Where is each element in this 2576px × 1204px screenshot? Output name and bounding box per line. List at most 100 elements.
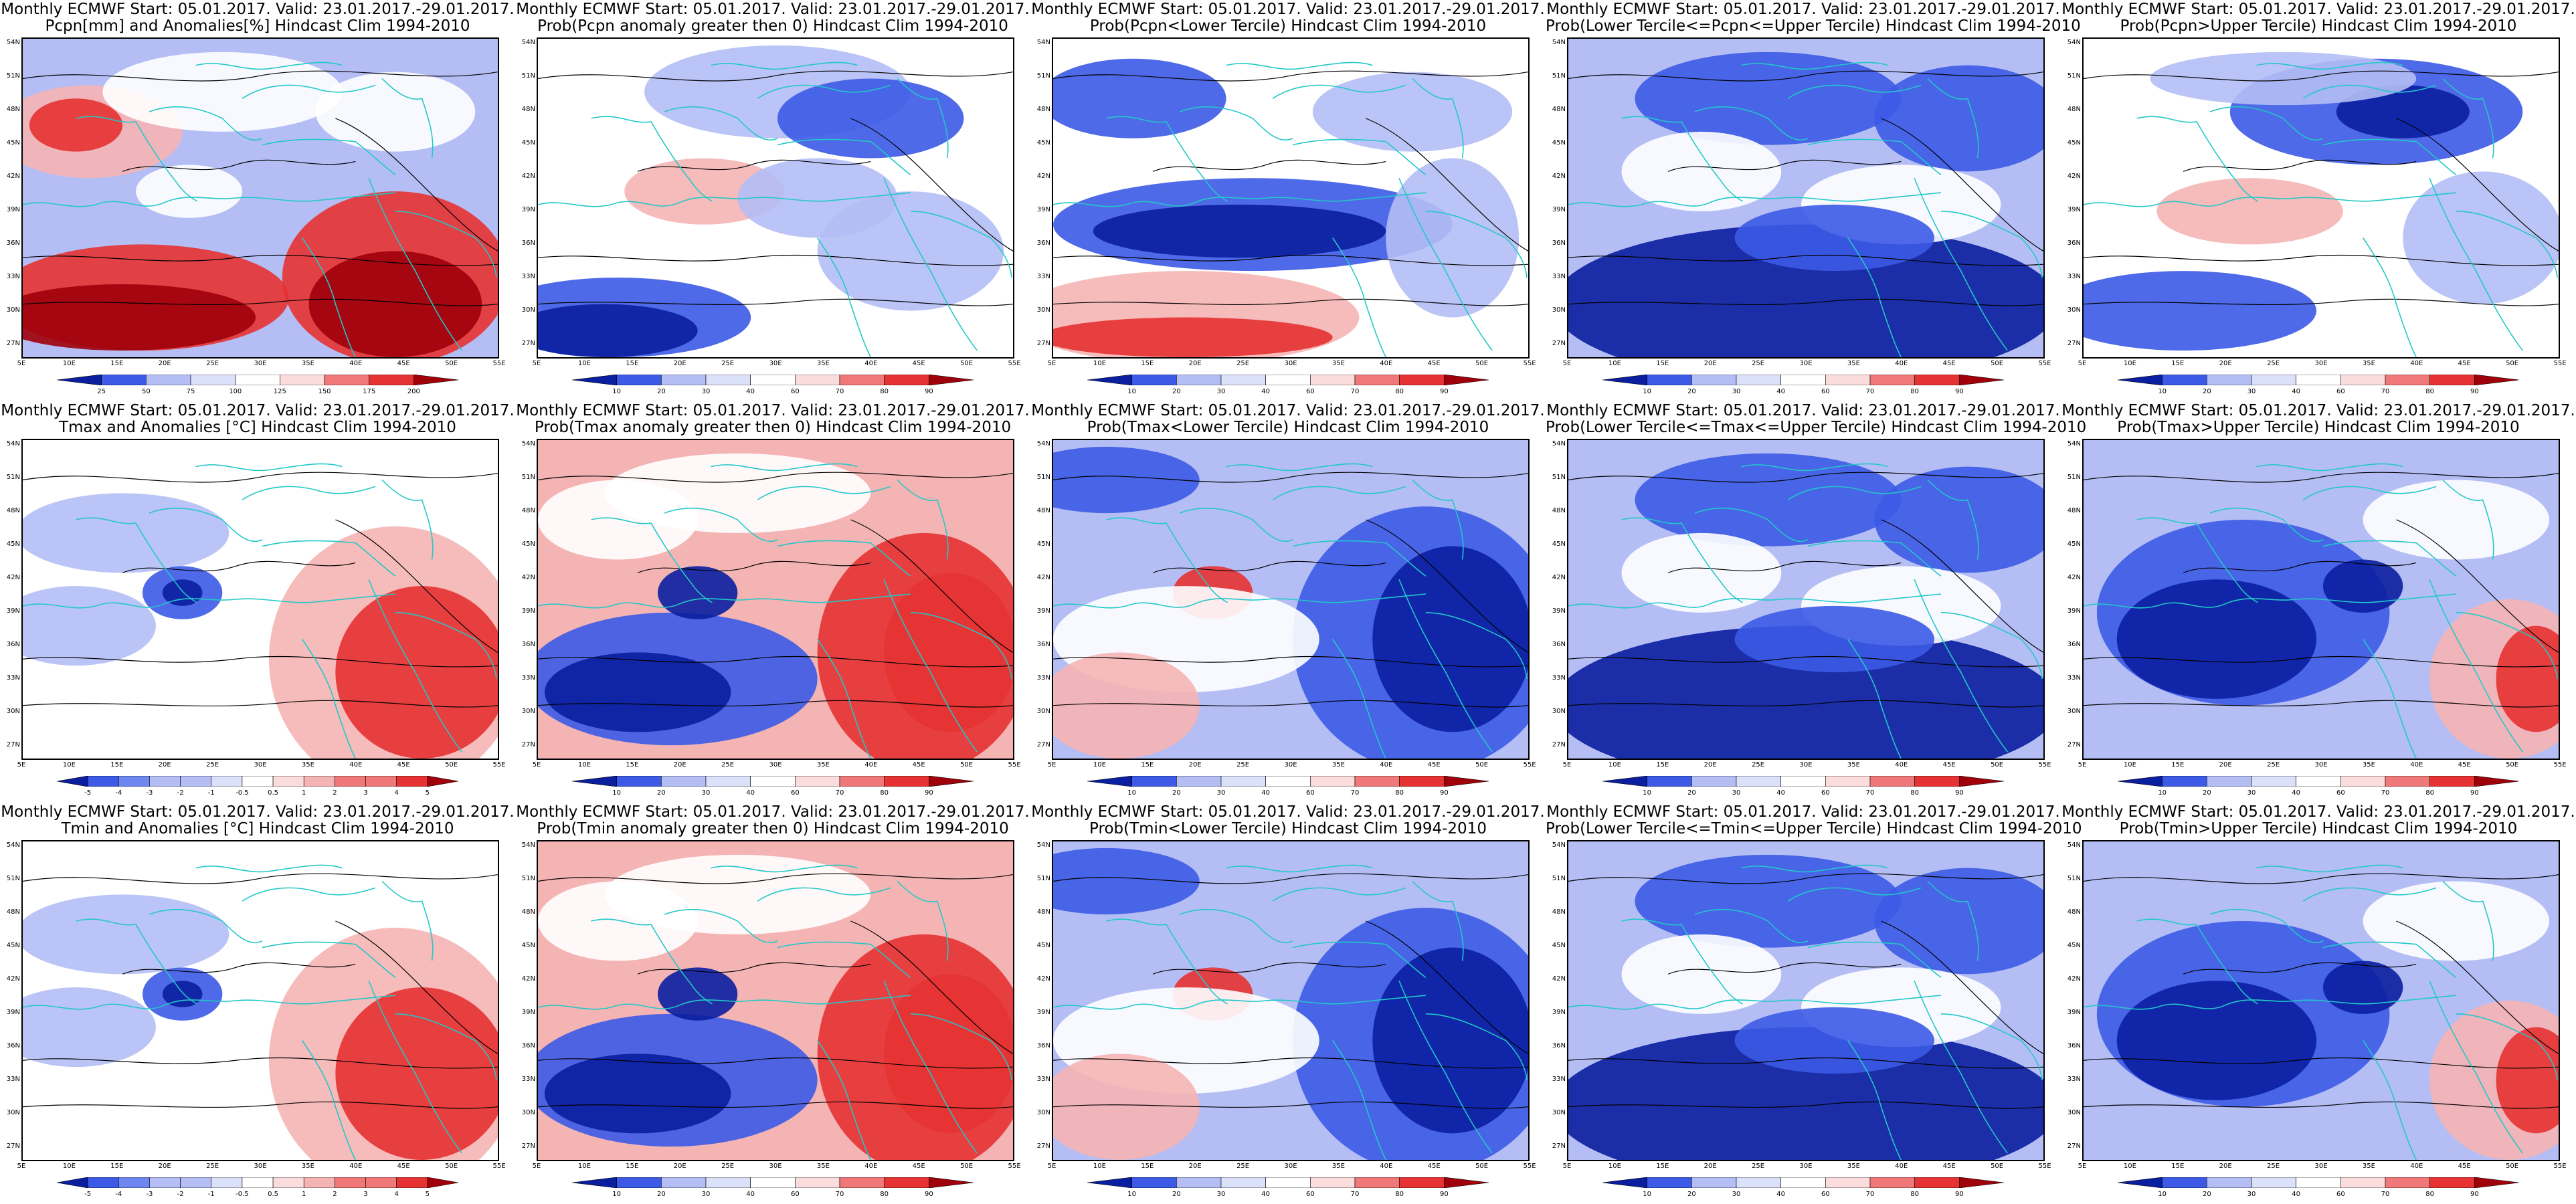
contour-line: [1881, 519, 2043, 653]
colorbar-tick-label: 125: [273, 388, 286, 395]
colorbar-segment: [427, 1177, 458, 1188]
colorbar-tick-label: 10: [2158, 789, 2167, 797]
lon-tick-label: 40E: [1895, 360, 1908, 367]
anomaly-area: [335, 586, 498, 759]
lon-tick-label: 45E: [1942, 1163, 1956, 1170]
colorbar-segment: [1647, 375, 1692, 385]
colorbar-segment: [146, 375, 191, 385]
lon-tick-label: 50E: [1991, 1163, 2004, 1170]
colorbar-tick-label: 80: [1395, 388, 1404, 395]
lon-tick-label: 40E: [864, 360, 878, 367]
colorbar-tick-label: 40: [1776, 789, 1786, 797]
coastline: [1106, 918, 1228, 1005]
lon-tick-label: 5E: [1562, 1163, 1572, 1170]
lon-tick-label: 35E: [1847, 360, 1860, 367]
lon-tick-label: 45E: [397, 1163, 410, 1170]
colorbar-segment: [57, 1177, 88, 1188]
anomaly-area: [2156, 178, 2343, 245]
coastline: [381, 78, 434, 159]
colorbar-segment: [2118, 375, 2163, 385]
lon-tick-label: 50E: [445, 360, 458, 367]
colorbar-segment: [1736, 1177, 1781, 1188]
anomaly-area: [2322, 559, 2403, 613]
lon-tick-label: 25E: [721, 761, 735, 769]
lon-tick-label: 50E: [445, 1163, 458, 1170]
map-canvas: [1052, 840, 1530, 1161]
map-panel: Monthly ECMWF Start: 05.01.2017. Valid: …: [515, 0, 1030, 401]
lat-tick-label: 48N: [521, 507, 535, 514]
coastline: [2442, 479, 2494, 560]
colorbar-tick-label: 70: [1865, 388, 1875, 395]
colorbar-svg: [1602, 375, 2004, 385]
colorbar-tick-label: 80: [2425, 1191, 2435, 1198]
panel-title-line2: Prob(Lower Tercile<=Tmin<=Upper Tercile)…: [1546, 820, 2082, 837]
colorbar-svg: [57, 375, 458, 385]
coastline: [910, 612, 1012, 680]
contour-line: [1053, 700, 1528, 708]
contour-line: [850, 118, 1013, 252]
colorbar-segment: [929, 1177, 974, 1188]
colorbar-tick-label: 70: [1350, 1191, 1360, 1198]
lon-tick-label: 35E: [816, 761, 830, 769]
colorbar-segment: [884, 1177, 929, 1188]
coastline: [2209, 106, 2324, 141]
panel-title: Monthly ECMWF Start: 05.01.2017. Valid: …: [1030, 403, 1546, 436]
map-canvas: [537, 439, 1014, 760]
lat-tick-label: 48N: [6, 106, 20, 113]
coastline: [1914, 579, 2008, 752]
lon-tick-label: 20E: [2219, 1163, 2232, 1170]
colorbar-tick-label: 70: [835, 789, 844, 797]
lon-tick-label: 55E: [1008, 360, 1021, 367]
coastline: [368, 177, 462, 351]
lat-tick-label: 48N: [521, 908, 535, 916]
lon-tick-label: 30E: [769, 1163, 782, 1170]
anomaly-area: [1372, 546, 1528, 732]
coastline: [1292, 138, 1427, 175]
colorbar-tick-label: -4: [115, 789, 122, 797]
map-svg: [23, 39, 498, 357]
coastline: [816, 237, 871, 357]
coastline: [1179, 106, 1293, 141]
lon-tick-label: 25E: [206, 1163, 219, 1170]
colorbar-segment: [884, 776, 929, 787]
colorbar-segment: [2251, 375, 2296, 385]
map-canvas: [1567, 439, 2045, 760]
lat-tick-label: 33N: [1552, 674, 1566, 682]
colorbar-tick-label: -2: [177, 789, 184, 797]
contour-line: [850, 920, 1013, 1054]
lon-tick-label: 40E: [349, 761, 363, 769]
coastline: [395, 612, 497, 680]
contour-line: [538, 700, 1013, 708]
lon-tick-label: 25E: [721, 360, 735, 367]
lat-tick-label: 33N: [2067, 1076, 2081, 1083]
colorbar: [2118, 776, 2519, 787]
colorbar-segment: [1444, 1177, 1489, 1188]
colorbar-segment: [1914, 375, 1960, 385]
colorbar-tick-label: 60: [1821, 789, 1830, 797]
lat-tick-label: 51N: [1036, 474, 1050, 481]
coastline: [711, 864, 858, 873]
coastline: [301, 1040, 356, 1160]
colorbar-tick-label: 70: [2381, 388, 2390, 395]
lon-tick-label: 20E: [1704, 360, 1717, 367]
lat-tick-label: 48N: [2067, 908, 2081, 916]
lat-tick-label: 39N: [2067, 206, 2081, 213]
lat-tick-label: 27N: [1552, 1142, 1566, 1150]
anomaly-area: [544, 1054, 731, 1134]
coastline: [2302, 887, 2437, 902]
lat-tick-label: 48N: [6, 507, 20, 514]
colorbar-segment: [1310, 375, 1356, 385]
colorbar-segment: [1399, 375, 1445, 385]
contour-line: [1053, 873, 1528, 884]
coastline: [2429, 177, 2523, 351]
lat-tick-label: 45N: [1552, 540, 1566, 548]
contour-line: [637, 962, 871, 975]
panel-title-line2: Prob(Tmin<Lower Tercile) Hindcast Clim 1…: [1089, 820, 1487, 837]
lon-tick-label: 5E: [1047, 761, 1056, 769]
coastline: [1425, 612, 1528, 680]
coastline: [1621, 116, 1743, 202]
lat-tick-label: 45N: [521, 942, 535, 949]
lat-tick-label: 48N: [1552, 908, 1566, 916]
lon-tick-label: 55E: [492, 1163, 506, 1170]
map-svg: [1053, 39, 1528, 357]
